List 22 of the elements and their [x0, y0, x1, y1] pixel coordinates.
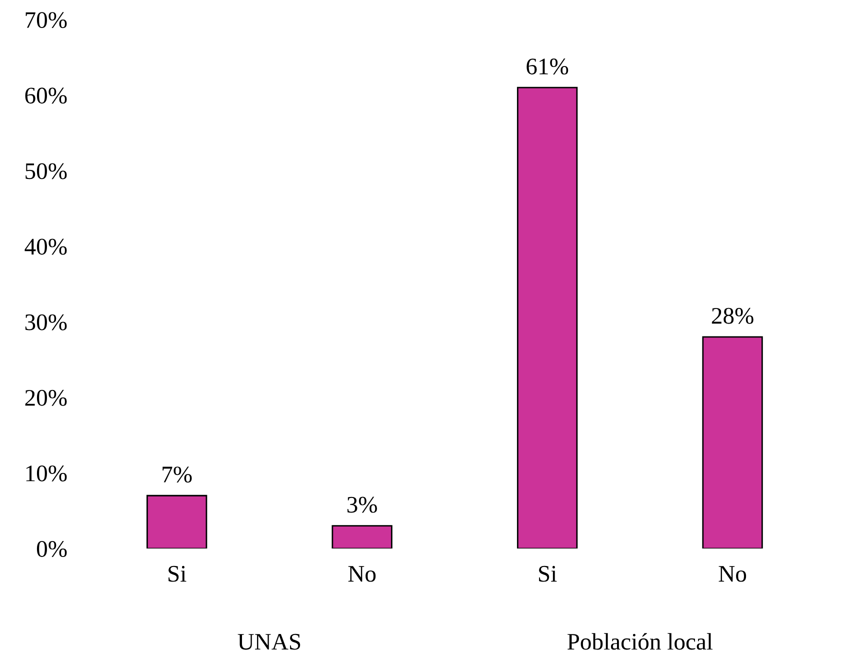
y-tick-label: 0% — [36, 541, 67, 558]
y-tick-label: 20% — [25, 390, 67, 406]
data-label: 3% — [347, 496, 377, 513]
x-tick-label: No — [348, 566, 376, 582]
text: UNAS — [238, 634, 300, 650]
x-tick-label: No — [718, 566, 746, 582]
x-tick-label: Si — [539, 566, 557, 582]
data-label: 61% — [526, 58, 568, 75]
text: Población local — [567, 633, 713, 650]
y-tick-label: 70% — [26, 12, 67, 28]
y-tick-label: 60% — [25, 88, 67, 104]
y-tick-label: 30% — [25, 314, 67, 330]
data-label: 28% — [712, 308, 754, 324]
bar — [702, 336, 763, 549]
bar — [332, 525, 392, 549]
data-label: 7% — [162, 466, 192, 483]
y-tick-label: 50% — [26, 163, 67, 180]
y-tick-label: 10% — [26, 465, 67, 482]
bar — [146, 494, 208, 549]
y-tick-label: 40% — [24, 238, 67, 255]
bar — [516, 86, 578, 549]
x-tick-label: Si — [168, 566, 186, 582]
